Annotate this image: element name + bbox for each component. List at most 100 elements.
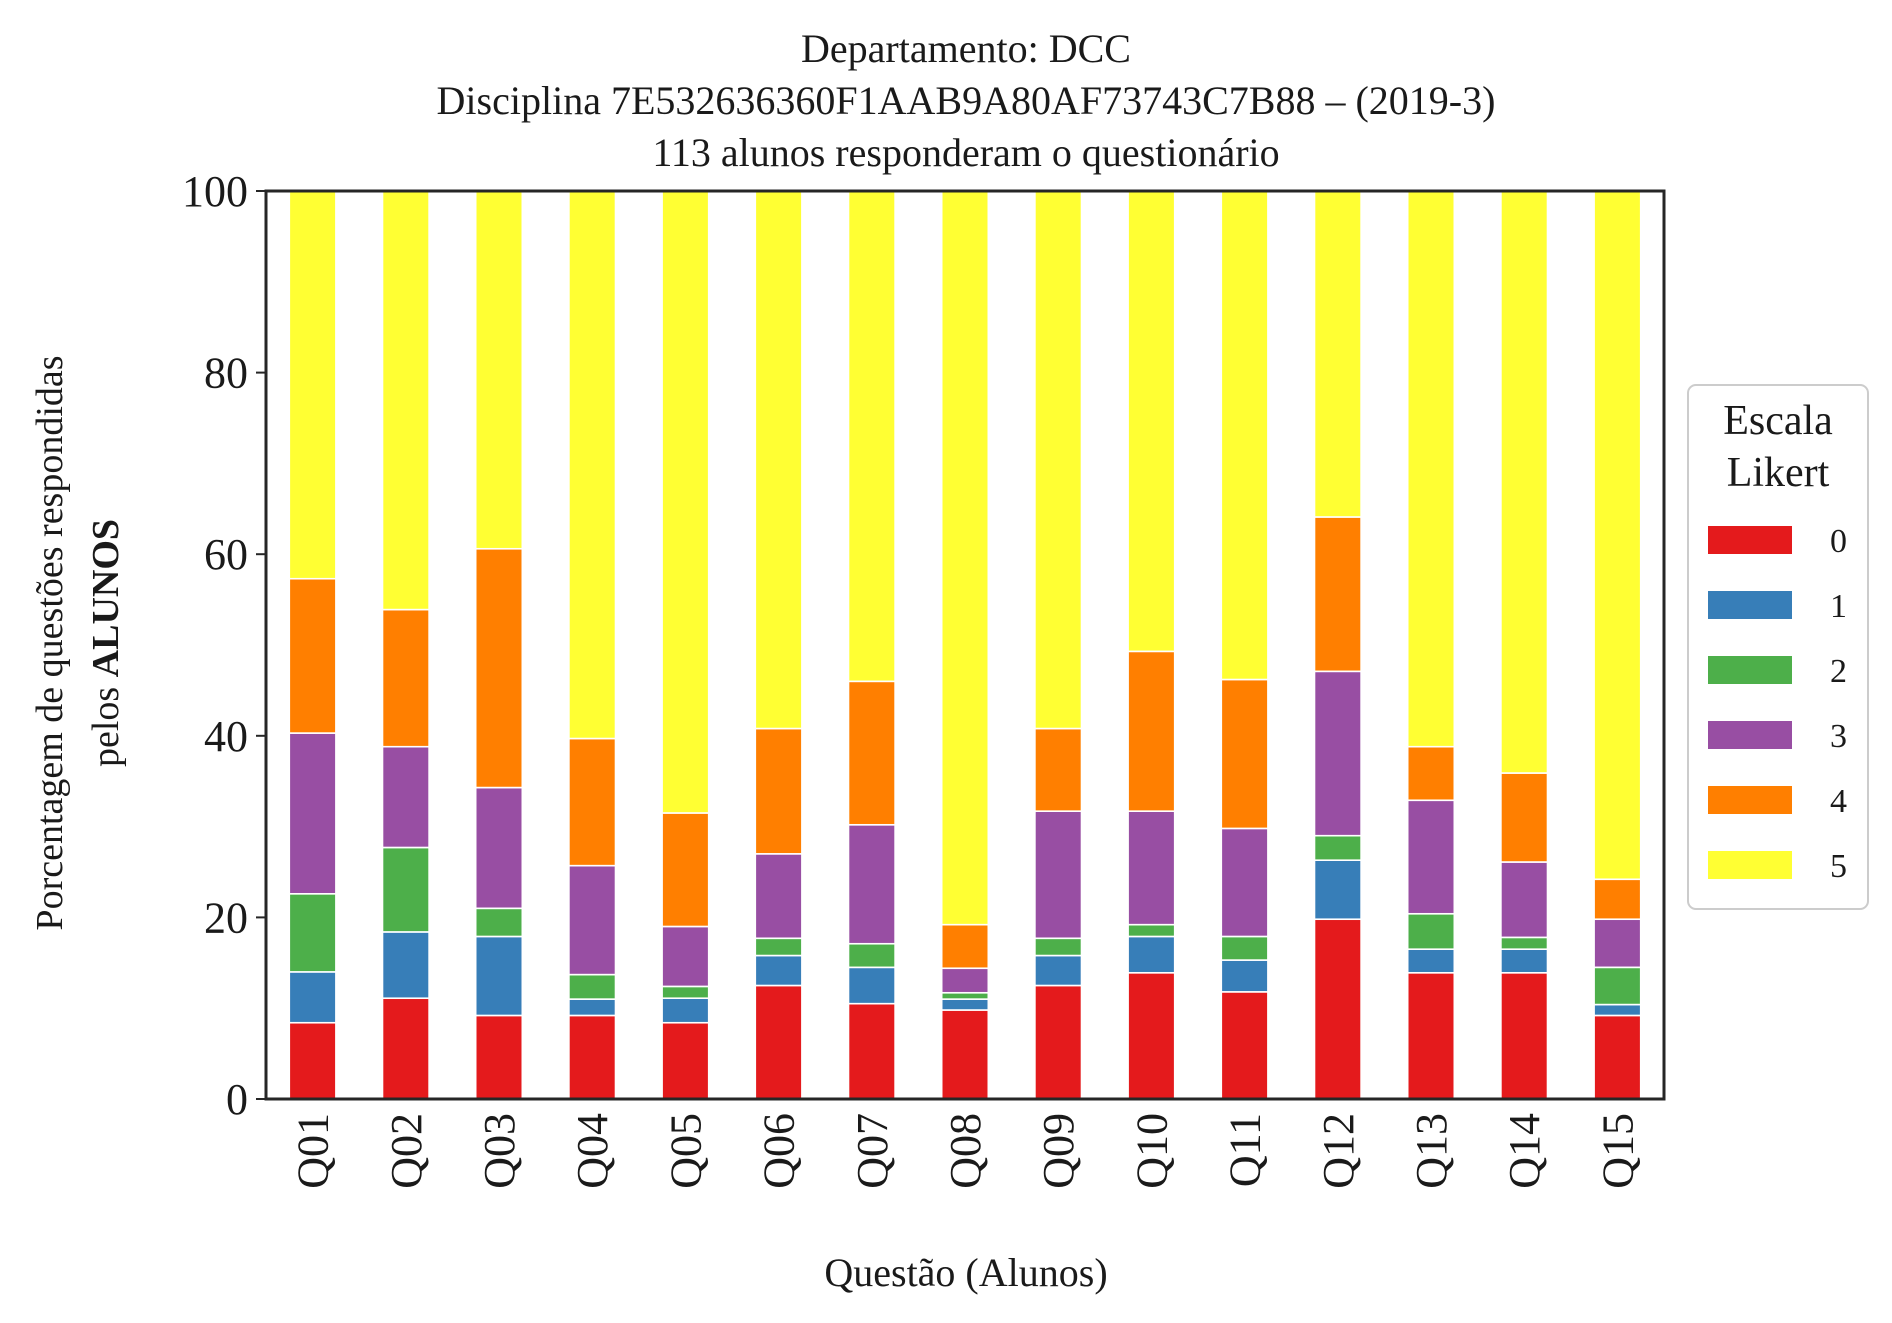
bar-segment-q07-1 [847, 966, 896, 1005]
bar-segment-q14-3 [1500, 861, 1549, 939]
bar-segment-q01-1 [288, 971, 337, 1024]
x-axis-label: Questão (Alunos) [824, 1250, 1107, 1295]
bar-segment-q05-0 [661, 1021, 710, 1100]
bar-segment-q12-0 [1313, 918, 1362, 1100]
bar-segment-q12-3 [1313, 670, 1362, 837]
bar-segment-q11-0 [1220, 991, 1269, 1100]
bar-segment-q05-3 [661, 925, 710, 988]
legend-title-line-2: Likert [1727, 450, 1830, 496]
bar-segment-q07-2 [847, 942, 896, 969]
y-axis-label-prefix: pelos [85, 677, 127, 767]
bar-segment-q12-4 [1313, 516, 1362, 673]
bar-segment-q08-3 [940, 967, 990, 994]
bar-segment-q04-0 [568, 1014, 617, 1100]
x-tick-label: Q15 [1593, 1113, 1642, 1189]
x-tick-label: Q12 [1314, 1113, 1363, 1189]
bar-segment-q11-3 [1220, 827, 1269, 938]
legend-swatch-0 [1708, 526, 1792, 554]
bar-segment-q06-1 [754, 954, 803, 987]
bar-segment-q09-2 [1034, 937, 1083, 957]
x-tick-label: Q02 [382, 1113, 431, 1189]
bar-segment-q11-4 [1220, 678, 1269, 830]
y-tick-label: 60 [204, 530, 248, 579]
y-axis-label-line-2: pelos ALUNOS [85, 519, 127, 767]
bar-segment-q09-1 [1034, 954, 1083, 987]
bar-segment-q02-0 [381, 997, 430, 1100]
bar-segment-q10-5 [1127, 190, 1176, 653]
bar-segment-q05-5 [661, 190, 710, 814]
plot-frame [264, 189, 1666, 1101]
x-tick-label: Q14 [1500, 1113, 1549, 1189]
bar-segment-q05-2 [661, 985, 710, 1000]
bar-segment-q10-1 [1127, 935, 1176, 974]
y-axis-label: Porcentagem de questões respondidas pelo… [29, 355, 127, 930]
bar-segment-q11-5 [1220, 190, 1269, 681]
y-axis-label-bold: ALUNOS [85, 519, 127, 677]
bar-segment-q13-1 [1406, 948, 1456, 974]
bar-segment-q11-2 [1220, 935, 1269, 961]
bar-segment-q07-4 [847, 680, 896, 826]
bar-segment-q02-4 [381, 608, 430, 748]
legend-items: 0 1 2 3 4 5 [1708, 523, 1847, 885]
title-line-3: 113 alunos responderam o questionário [652, 130, 1279, 175]
x-tick-label: Q01 [289, 1113, 338, 1189]
bar-segment-q08-2 [940, 991, 990, 1000]
bar-segment-q06-5 [754, 190, 803, 730]
legend-frame [1687, 384, 1869, 910]
legend-label-4: 4 [1830, 783, 1847, 820]
y-tick-label: 20 [204, 893, 248, 942]
bar-segment-q04-4 [568, 737, 617, 867]
bar-segment-q04-2 [568, 973, 617, 1000]
bar-segment-q08-0 [940, 1009, 990, 1100]
x-tick-label: Q11 [1221, 1113, 1270, 1187]
bar-segment-q03-4 [474, 547, 524, 789]
bar-segment-q01-0 [288, 1021, 337, 1100]
bar-segment-q15-4 [1593, 878, 1642, 921]
bar-segment-q06-3 [754, 853, 803, 940]
y-axis-ticks: 0 20 40 60 80 100 [182, 167, 266, 1124]
bar-segment-q07-3 [847, 823, 896, 945]
bar-segment-q14-5 [1500, 190, 1549, 774]
bar-segment-q04-5 [568, 190, 617, 740]
legend-label-2: 2 [1830, 653, 1847, 690]
bar-segment-q08-1 [940, 998, 990, 1011]
bar-segment-q03-2 [474, 907, 524, 938]
x-tick-label: Q13 [1407, 1113, 1456, 1189]
y-tick-label: 40 [204, 712, 248, 761]
bar-segment-q09-0 [1034, 984, 1083, 1100]
x-tick-label: Q05 [661, 1113, 710, 1189]
bar-segment-q04-1 [568, 998, 617, 1017]
bar-segment-q12-2 [1313, 834, 1362, 861]
bar-segment-q03-5 [474, 190, 524, 550]
bar-segment-q10-3 [1127, 810, 1176, 926]
bar-segment-q05-4 [661, 812, 710, 928]
bar-segment-q13-2 [1406, 912, 1456, 950]
bar-segment-q01-2 [288, 892, 337, 973]
bar-segment-q03-0 [474, 1014, 524, 1100]
bar-segment-q10-0 [1127, 971, 1176, 1100]
bar-segment-q13-0 [1406, 971, 1456, 1100]
x-tick-label: Q06 [755, 1113, 804, 1189]
bar-segment-q14-0 [1500, 971, 1549, 1100]
bar-segment-q07-0 [847, 1002, 896, 1100]
y-tick-label: 0 [226, 1075, 248, 1124]
bar-segment-q13-4 [1406, 745, 1456, 802]
x-tick-label: Q10 [1127, 1113, 1176, 1189]
legend-label-0: 0 [1830, 523, 1847, 560]
bar-segment-q08-4 [940, 923, 990, 970]
legend-swatch-2 [1708, 656, 1792, 684]
legend-label-5: 5 [1830, 848, 1847, 885]
x-tick-label: Q03 [475, 1113, 524, 1189]
bar-segment-q13-5 [1406, 190, 1456, 748]
bar-segment-q02-2 [381, 846, 430, 933]
bar-segment-q14-1 [1500, 948, 1549, 974]
bar-segment-q13-3 [1406, 799, 1456, 915]
bar-segment-q15-5 [1593, 190, 1642, 881]
bar-segment-q10-4 [1127, 650, 1176, 812]
bar-segment-q15-1 [1593, 1003, 1642, 1017]
bar-segment-q07-5 [847, 190, 896, 683]
bar-segment-q09-4 [1034, 727, 1083, 812]
legend-label-1: 1 [1830, 588, 1847, 625]
legend-label-3: 3 [1830, 718, 1847, 755]
